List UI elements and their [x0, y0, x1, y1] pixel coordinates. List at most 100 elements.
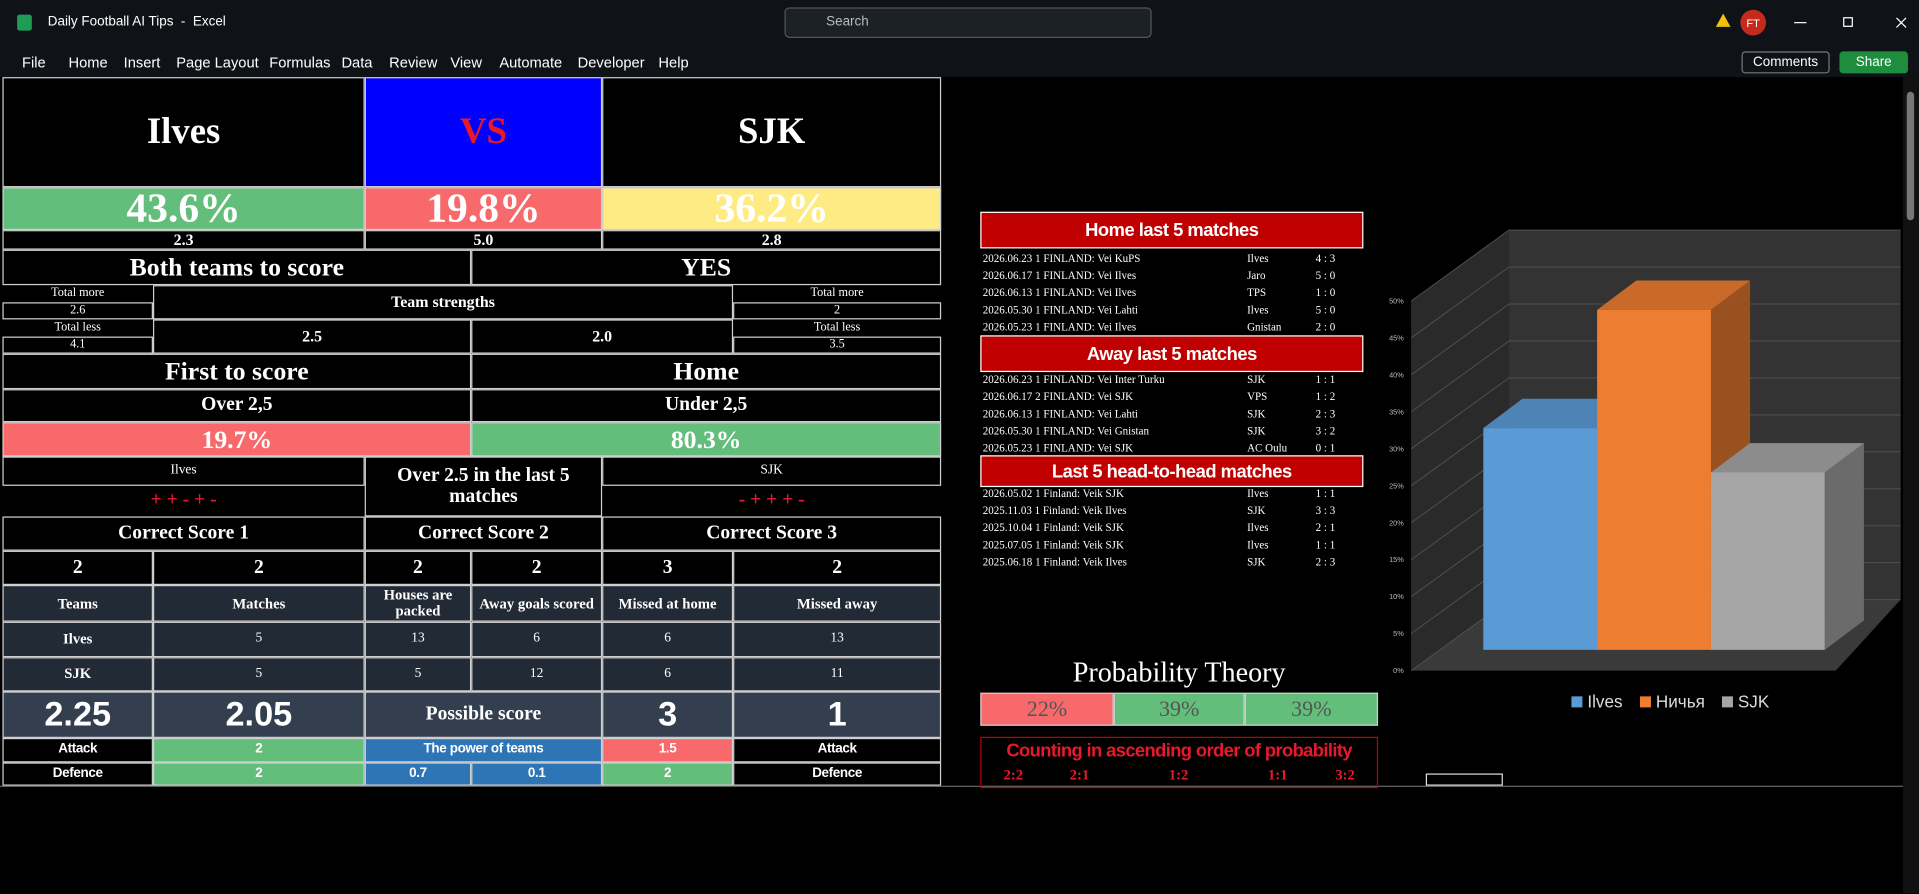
- menu-item[interactable]: Page Layout: [176, 53, 259, 71]
- cell[interactable]: SJK: [2, 656, 153, 692]
- menu-item[interactable]: Automate: [499, 53, 563, 71]
- cell[interactable]: 4.1: [2, 336, 153, 354]
- cell[interactable]: Attack: [2, 737, 153, 763]
- cell[interactable]: 2.5: [152, 319, 472, 354]
- cell[interactable]: Total more: [51, 286, 105, 300]
- cell[interactable]: 5: [364, 656, 472, 692]
- cell[interactable]: 36.2%: [602, 187, 942, 231]
- menu-item[interactable]: File: [22, 53, 46, 71]
- cell[interactable]: 19.8%: [364, 187, 603, 231]
- cell[interactable]: Away goals scored: [471, 585, 603, 622]
- menu-item[interactable]: Help: [658, 53, 689, 71]
- cell[interactable]: 2: [152, 737, 365, 763]
- cell[interactable]: 13: [364, 621, 472, 657]
- cell[interactable]: Correct Score 2: [364, 516, 603, 551]
- cell[interactable]: Under 2,5: [471, 389, 942, 423]
- cell[interactable]: Defence: [2, 762, 153, 786]
- cell[interactable]: 2: [152, 550, 365, 586]
- cell[interactable]: Possible score: [364, 691, 603, 738]
- selected-cell[interactable]: [1425, 773, 1503, 786]
- cell[interactable]: 2: [733, 550, 942, 586]
- cell[interactable]: Missed at home: [602, 585, 734, 622]
- cell[interactable]: 3: [602, 691, 734, 738]
- cell[interactable]: 2: [471, 550, 603, 586]
- cell[interactable]: Ilves: [2, 621, 153, 657]
- scroll-thumb[interactable]: [1906, 91, 1915, 221]
- cell[interactable]: Home: [471, 353, 942, 390]
- cell[interactable]: 1.5: [602, 737, 734, 763]
- cell[interactable]: 5.0: [364, 230, 603, 250]
- cell[interactable]: 2: [364, 550, 472, 586]
- cell[interactable]: Matches: [152, 585, 365, 622]
- cell[interactable]: Over 2,5: [2, 389, 472, 423]
- search-box[interactable]: [784, 7, 1152, 38]
- cell[interactable]: Team strengths: [152, 285, 734, 320]
- cell[interactable]: 0.1: [471, 762, 603, 786]
- scrollbar[interactable]: [1903, 77, 1919, 894]
- cell[interactable]: 80.3%: [471, 422, 942, 457]
- cell[interactable]: 2.3: [2, 230, 365, 250]
- cell[interactable]: Ilves: [2, 77, 365, 188]
- cell[interactable]: 3.5: [733, 336, 942, 354]
- cell[interactable]: Attack: [733, 737, 942, 763]
- minimize[interactable]: [1794, 22, 1807, 24]
- cell[interactable]: 6: [602, 621, 734, 657]
- cell[interactable]: Defence: [733, 762, 942, 786]
- cell[interactable]: 2.05: [152, 691, 365, 738]
- menu-item[interactable]: Data: [341, 53, 373, 71]
- cell[interactable]: 13: [733, 621, 942, 657]
- cell[interactable]: 19.7%: [2, 422, 472, 457]
- cell[interactable]: First to score: [2, 353, 472, 390]
- cell[interactable]: 1: [733, 691, 942, 738]
- cell[interactable]: 11: [733, 656, 942, 692]
- menu-item[interactable]: Review: [389, 53, 438, 71]
- cell[interactable]: Correct Score 3: [602, 516, 942, 551]
- cell[interactable]: 2.0: [471, 319, 734, 354]
- cell[interactable]: 0.7: [364, 762, 472, 786]
- cell[interactable]: 12: [471, 656, 603, 692]
- cell[interactable]: 2: [152, 762, 365, 786]
- cell[interactable]: Total less: [813, 320, 861, 334]
- cell[interactable]: Correct Score 1: [2, 516, 365, 551]
- cell[interactable]: 2: [2, 550, 153, 586]
- cell[interactable]: SJK: [602, 456, 942, 486]
- cell[interactable]: 6: [602, 656, 734, 692]
- cell[interactable]: Ilves: [2, 456, 365, 486]
- cell[interactable]: 2.25: [2, 691, 153, 738]
- warning-icon[interactable]: [1715, 13, 1731, 27]
- menu-item[interactable]: Formulas: [269, 53, 331, 71]
- cell[interactable]: 2.6: [2, 302, 153, 320]
- cell[interactable]: 2: [602, 762, 734, 786]
- legend-label: SJK: [1738, 691, 1770, 711]
- cell[interactable]: 2.8: [602, 230, 942, 250]
- cell[interactable]: The power of teams: [364, 737, 603, 763]
- table-title: Away last 5 matches: [980, 335, 1364, 373]
- cell[interactable]: 3: [602, 550, 734, 586]
- cell[interactable]: 2: [733, 302, 942, 320]
- menu-item[interactable]: View: [450, 53, 482, 71]
- cell[interactable]: - + + + -: [738, 489, 805, 511]
- menu-item[interactable]: Insert: [123, 53, 161, 71]
- cell[interactable]: Both teams to score: [2, 249, 472, 286]
- cell[interactable]: 5: [152, 656, 365, 692]
- cell[interactable]: SJK: [602, 77, 942, 188]
- cell[interactable]: Houses are packed: [364, 585, 472, 622]
- cell[interactable]: + + - + -: [150, 489, 217, 511]
- cell[interactable]: VS: [364, 77, 603, 188]
- cell[interactable]: Total less: [54, 320, 101, 334]
- cell[interactable]: Missed away: [733, 585, 942, 622]
- search-placeholder[interactable]: Search: [826, 14, 869, 30]
- menu-item[interactable]: Home: [68, 53, 108, 71]
- cell[interactable]: Total more: [810, 286, 864, 300]
- comments-button[interactable]: Comments: [1741, 51, 1830, 74]
- cell[interactable]: 5: [152, 621, 365, 657]
- cell[interactable]: Teams: [2, 585, 153, 622]
- cell[interactable]: Over 2.5 in the last 5 matches: [364, 456, 603, 517]
- cell[interactable]: YES: [471, 249, 942, 286]
- menu-item[interactable]: Developer: [577, 53, 645, 71]
- share-button[interactable]: Share: [1839, 51, 1908, 74]
- restore[interactable]: [1843, 17, 1853, 27]
- cell[interactable]: 6: [471, 621, 603, 657]
- user-avatar[interactable]: FT: [1740, 9, 1767, 36]
- cell[interactable]: 43.6%: [2, 187, 365, 231]
